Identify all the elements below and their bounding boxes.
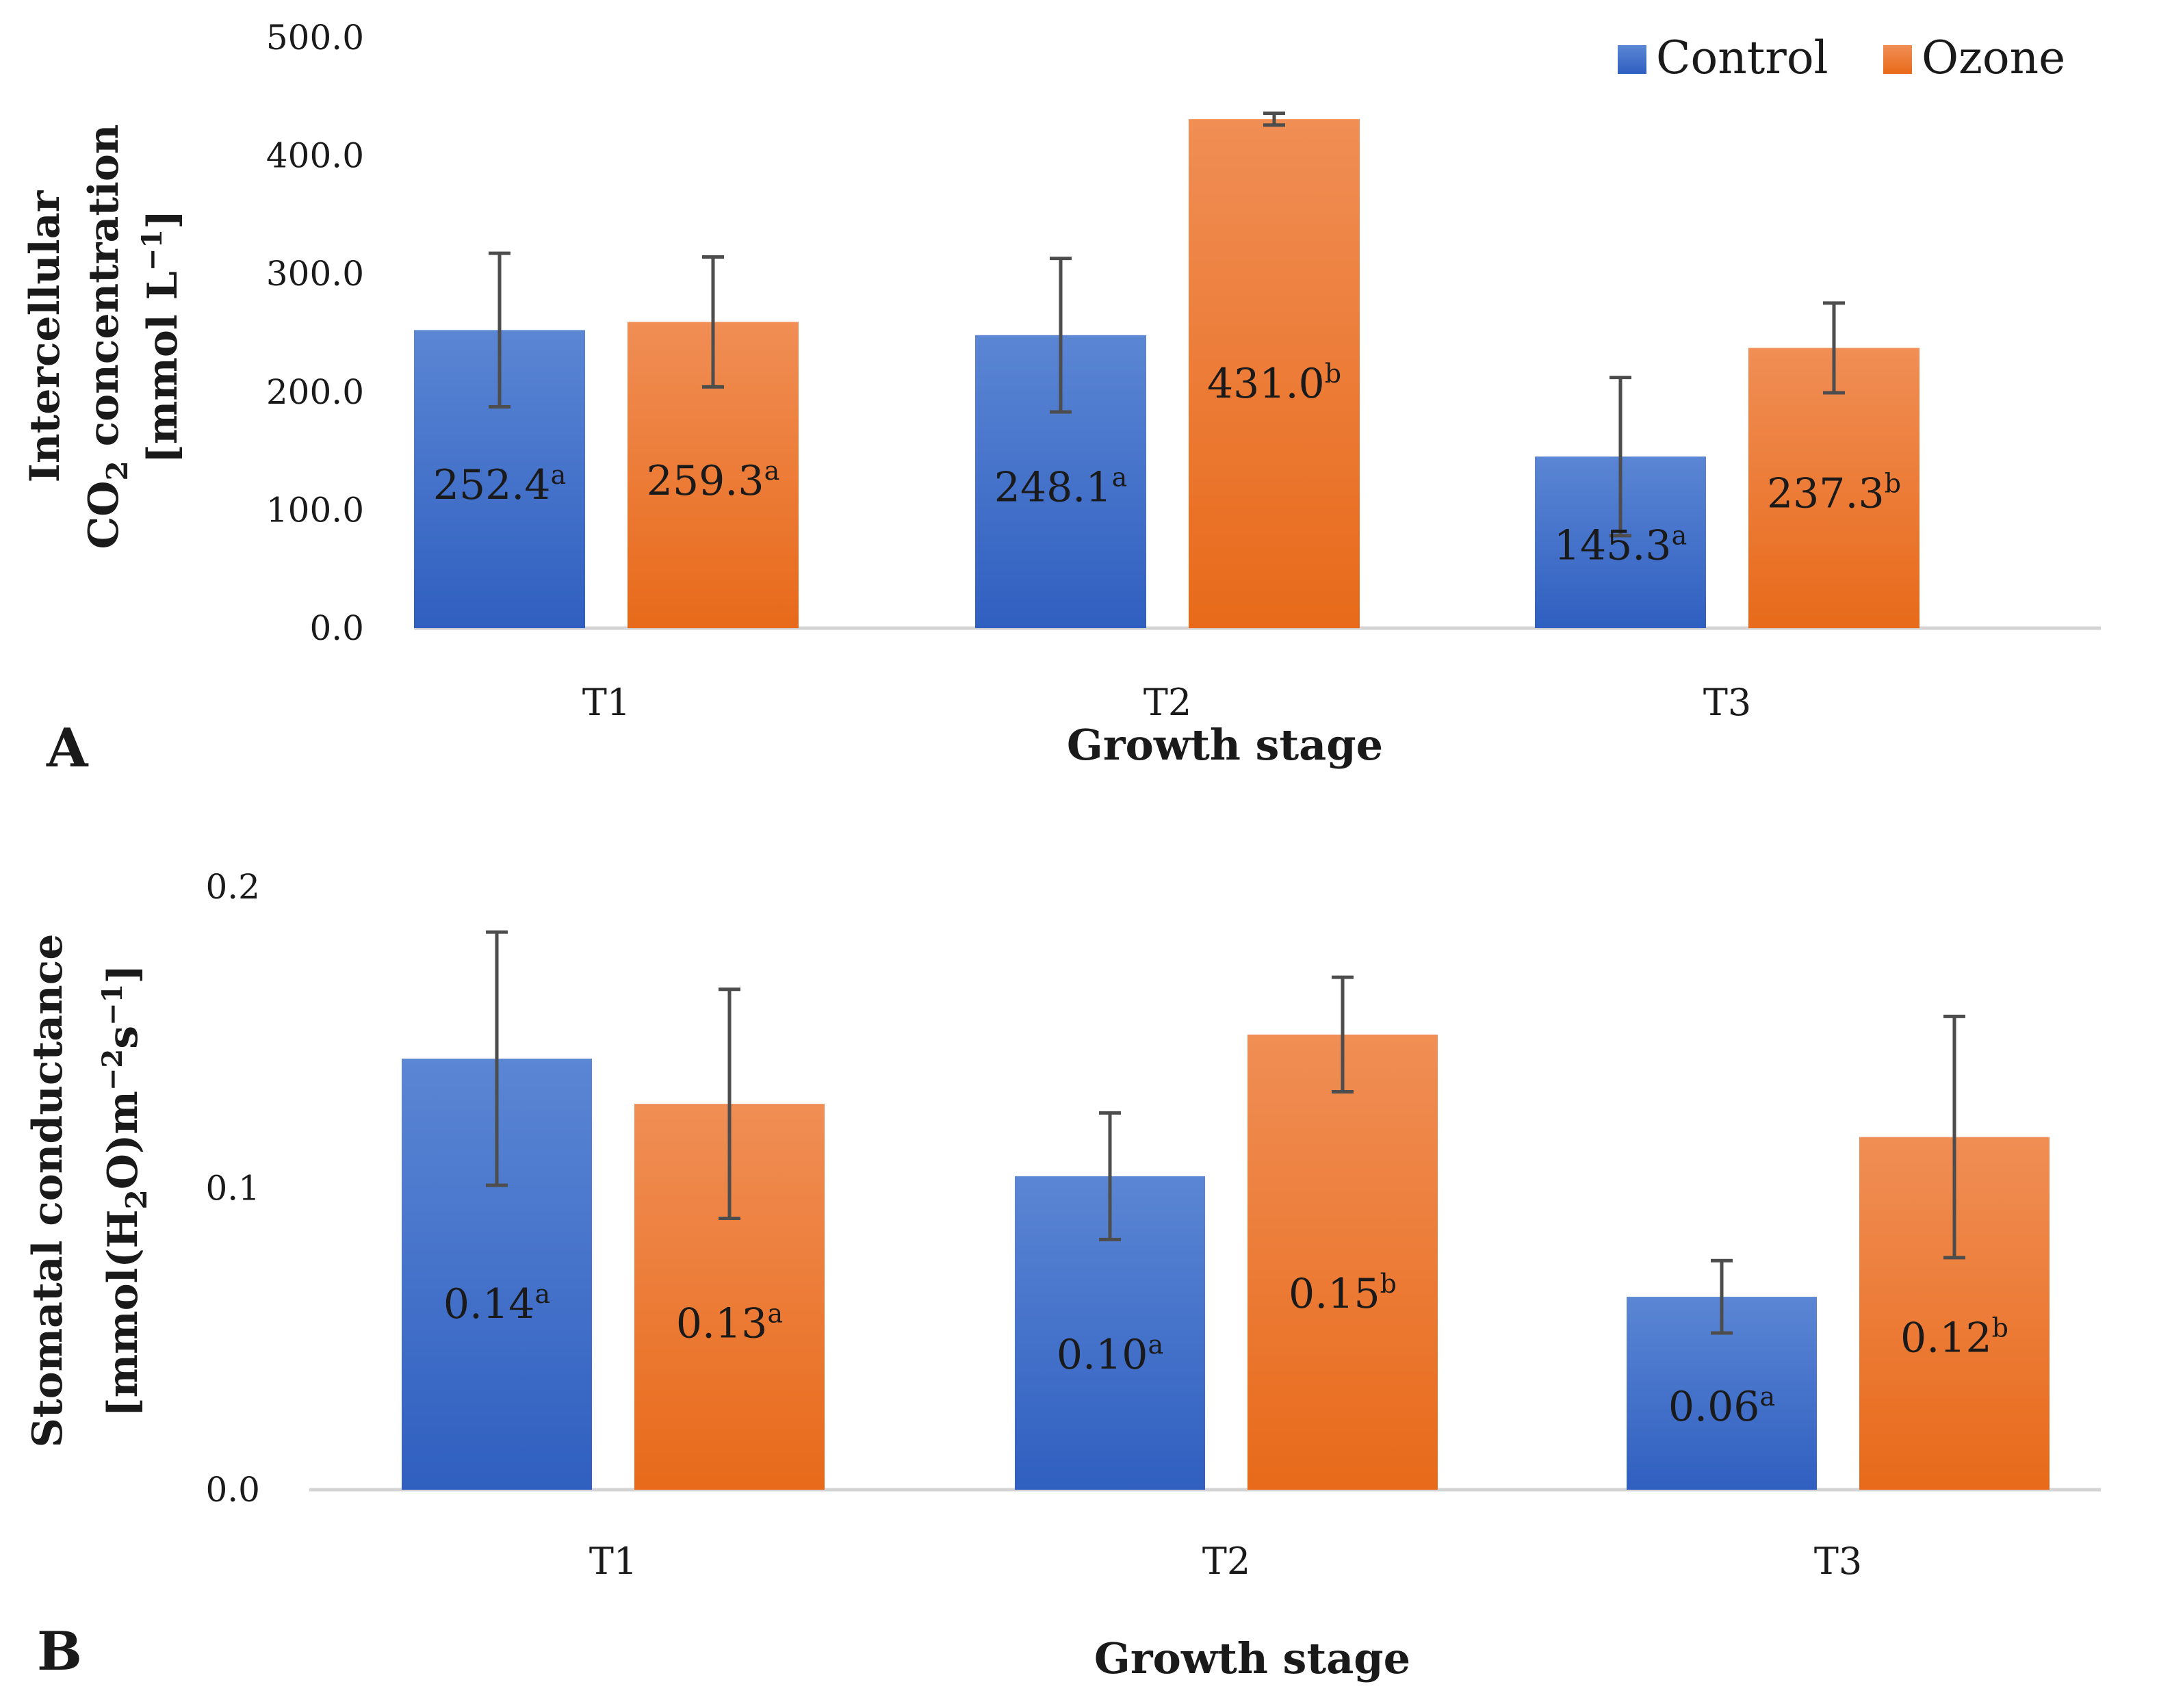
panel-a-bar-ozone (1189, 119, 1360, 628)
panel-b-label: B (37, 1620, 82, 1683)
panel-b-y-close: ] (99, 964, 147, 983)
panel-a-error-bar-control (489, 251, 510, 409)
panel-b-y-exp2: −1 (96, 984, 129, 1026)
panel-b-bar-ozone (1247, 1034, 1438, 1490)
panel-a-data-label-control: 145.3a (1554, 521, 1687, 570)
panel-a-y-axis-title-line2: CO2 concentration (80, 124, 134, 549)
legend-label-control: Control (1656, 31, 1828, 84)
panel-a-y-exp: −1 (136, 229, 168, 271)
panel-b-y-unit1: [mmol(H (99, 1210, 147, 1417)
panel-b-error-bar-control (1711, 1258, 1733, 1335)
panel-b-y-exp1: −2 (96, 1049, 129, 1091)
panel-b-error-bar-control (1099, 1111, 1121, 1241)
panel-b: B Stomatal conductance [mmol(H2O)m−2s−1]… (24, 867, 2101, 1683)
panel-a-y-tick-label: 200.0 (266, 372, 364, 412)
panel-b-error-bar-control (486, 930, 508, 1187)
panel-b-data-label-ozone: 0.15b (1289, 1269, 1397, 1318)
panel-a-label: A (46, 717, 89, 779)
panel-b-data-label-control: 0.10a (1057, 1330, 1163, 1379)
panel-b-error-bar-ozone (1332, 975, 1354, 1094)
panel-b-data-label-ozone: 0.12b (1900, 1312, 2008, 1362)
panel-a-data-label-ozone: 431.0b (1207, 359, 1341, 408)
panel-b-y-unit3: s (99, 1026, 147, 1049)
panel-b-x-tick-label: T1 (589, 1540, 637, 1583)
panel-a-y-tick-label: 400.0 (266, 136, 364, 176)
panel-a-y-tick-label: 0.0 (309, 608, 364, 648)
legend-swatch-ozone (1883, 45, 1912, 74)
panel-a-y-tick-label: 300.0 (266, 254, 364, 294)
panel-b-y-tick-label: 0.1 (205, 1169, 260, 1208)
panel-a-x-tick-label: T1 (582, 681, 630, 724)
panel-a-x-tick-label: T3 (1703, 681, 1751, 724)
panel-a-y-axis-title-line3: [mmol L−1] (136, 210, 187, 464)
panel-a-y-axis-title-line1: Intercellular (21, 190, 69, 482)
panel-b-data-label-control: 0.06a (1668, 1382, 1775, 1431)
panel-b-error-bar-ozone (719, 987, 740, 1221)
panel-a-y-co: CO (80, 480, 128, 549)
panel-a-data-label-control: 248.1a (994, 462, 1127, 511)
legend-swatch-control (1618, 45, 1646, 74)
panel-b-error-bar-ozone (1943, 1014, 1965, 1260)
panel-b-data-label-ozone: 0.13a (676, 1299, 783, 1348)
panel-b-y-sub2: 2 (120, 1189, 153, 1209)
legend: Control Ozone (1618, 31, 2065, 84)
panel-a-data-label-ozone: 259.3a (647, 456, 779, 505)
panel-a-error-bar-ozone (1263, 111, 1285, 127)
legend-label-ozone: Ozone (1922, 31, 2065, 84)
panel-b-y-tick-label: 0.2 (205, 867, 260, 907)
panel-a-bar-ozone (1748, 348, 1919, 628)
panel-b-x-axis-title: Growth stage (1094, 1633, 1410, 1683)
panel-a-error-bar-ozone (1823, 301, 1845, 395)
panel-b-data-label-control: 0.14a (443, 1279, 550, 1328)
panel-a-error-bar-control (1050, 257, 1072, 414)
panel-a-error-bar-control (1609, 376, 1631, 538)
panel-b-y-axis-title-line2: [mmol(H2O)m−2s−1] (96, 964, 153, 1417)
panel-b-y-tick-label: 0.0 (205, 1470, 260, 1510)
panel-a-y-tick-label: 500.0 (266, 18, 364, 57)
panel-a-y-unit: [mmol L (139, 271, 187, 463)
panel-a-y-close: ] (139, 210, 187, 229)
panel-b-y-unit2: O)m (99, 1091, 147, 1189)
panel-b-x-tick-label: T3 (1814, 1540, 1862, 1583)
panel-a-y-concentration: concentration (80, 124, 128, 461)
panel-a-data-label-ozone: 237.3b (1767, 468, 1901, 517)
panel-a-y-tick-label: 100.0 (266, 490, 364, 530)
panel-a-data-label-control: 252.4a (433, 460, 566, 509)
panel-a: A Intercellular CO2 concentration [mmol … (21, 18, 2101, 779)
panel-a-x-tick-label: T2 (1143, 681, 1191, 724)
panel-a-error-bar-ozone (702, 255, 724, 389)
panel-b-x-tick-label: T2 (1202, 1540, 1250, 1583)
panel-a-x-axis-title: Growth stage (1067, 720, 1383, 770)
panel-a-y-sub2: 2 (101, 461, 134, 480)
panel-b-y-axis-title-line1: Stomatal conductance (24, 934, 72, 1448)
